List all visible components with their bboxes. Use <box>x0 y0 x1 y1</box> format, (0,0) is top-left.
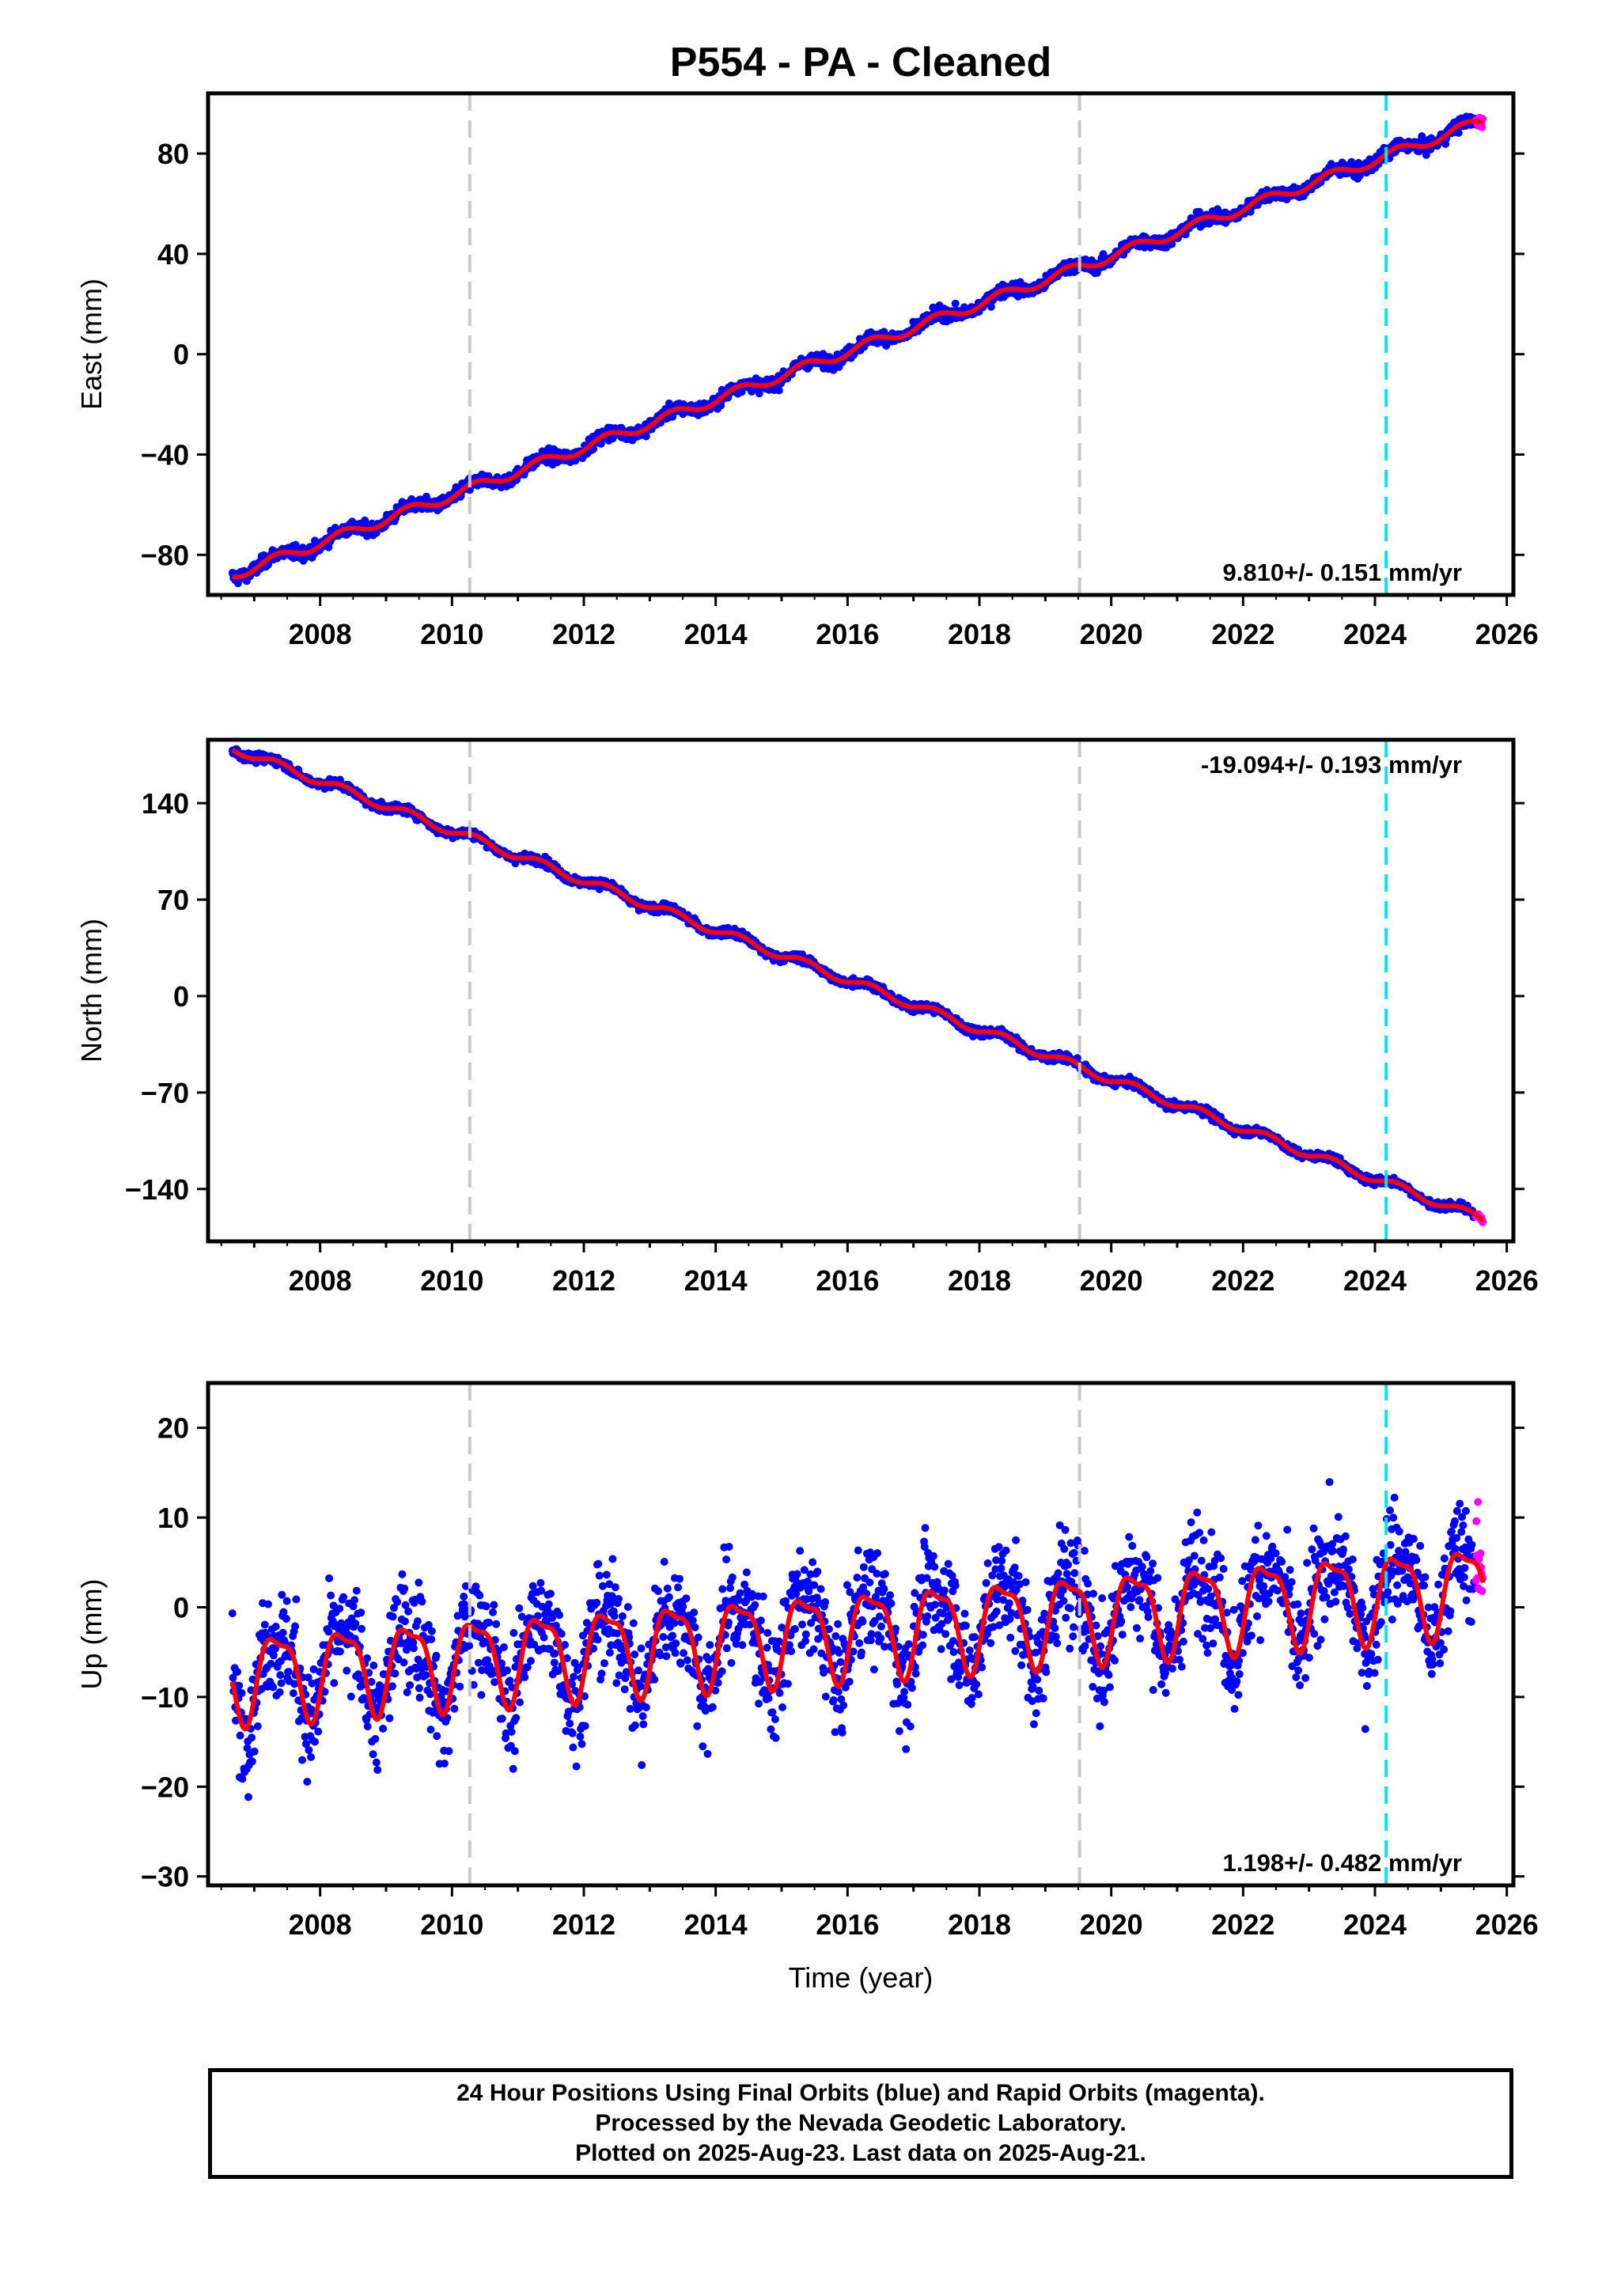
x-tick-label-up: 2010 <box>420 1908 483 1941</box>
plot-panels: 2008 2010 2012 2014 2016 2018 2020 2022 2024 2026… <box>75 91 1539 1941</box>
y-axis-label-east: East (mm) <box>75 278 108 410</box>
x-tick-label-north: 2008 <box>289 1264 352 1297</box>
x-tick-label-east: 2010 <box>420 618 483 650</box>
x-tick-label-up: 2022 <box>1211 1908 1274 1941</box>
x-tick-label-east: 2024 <box>1343 618 1407 650</box>
velocity-rate-north: -19.094+/- 0.193 mm/yr <box>1201 751 1462 779</box>
y-tick-label-east: −40 <box>141 438 189 471</box>
footer-line-orbits: 24 Hour Positions Using Final Orbits (bl… <box>456 2080 1265 2106</box>
y-tick-label-up: 0 <box>173 1591 189 1623</box>
y-tick-label-up: 20 <box>157 1412 189 1445</box>
x-tick-label-east: 2014 <box>684 618 748 650</box>
x-tick-label-east: 2016 <box>816 618 879 650</box>
y-axis-label-north: North (mm) <box>75 919 108 1063</box>
velocity-rate-east: 9.810+/- 0.151 mm/yr <box>1223 559 1462 586</box>
x-tick-label-east: 2008 <box>289 618 352 650</box>
x-tick-label-up: 2012 <box>552 1908 615 1941</box>
y-tick-label-north: 70 <box>157 884 189 916</box>
panel-east: 2008 2010 2012 2014 2016 2018 2020 2022 2024 2026… <box>75 91 1539 650</box>
x-tick-label-north: 2010 <box>420 1264 483 1297</box>
x-tick-label-up: 2026 <box>1475 1908 1539 1941</box>
footer-line-dates: Plotted on 2025-Aug-23. Last data on 202… <box>575 2140 1146 2166</box>
y-tick-label-up: −30 <box>141 1861 189 1893</box>
frame-east <box>206 91 1516 597</box>
x-tick-label-east: 2022 <box>1211 618 1274 650</box>
x-tick-label-north: 2014 <box>684 1264 748 1297</box>
y-tick-label-up: −10 <box>141 1681 189 1714</box>
y-tick-label-east: 0 <box>173 339 189 371</box>
y-tick-label-up: −20 <box>141 1771 189 1803</box>
processing-info-box: 24 Hour Positions Using Final Orbits (bl… <box>208 2068 1513 2179</box>
x-tick-label-east: 2020 <box>1080 618 1143 650</box>
panel-up: 2008 2010 2012 2014 2016 2018 2020 2022 2024 2026… <box>75 1381 1539 1941</box>
model-fit-line-east <box>232 119 1483 580</box>
chart-title: P554 - PA - Cleaned <box>670 40 1052 85</box>
y-tick-label-north: 0 <box>173 980 189 1013</box>
x-tick-label-north: 2026 <box>1475 1264 1539 1297</box>
x-tick-label-east: 2012 <box>552 618 615 650</box>
x-tick-label-up: 2018 <box>948 1908 1011 1941</box>
y-tick-label-north: 140 <box>142 787 189 820</box>
x-tick-label-north: 2016 <box>816 1264 879 1297</box>
y-tick-label-north: −70 <box>141 1077 189 1109</box>
x-tick-label-north: 2024 <box>1343 1264 1407 1297</box>
x-tick-label-north: 2022 <box>1211 1264 1274 1297</box>
x-tick-label-east: 2018 <box>948 618 1011 650</box>
y-tick-label-east: 40 <box>157 238 189 271</box>
x-tick-label-up: 2024 <box>1343 1908 1407 1941</box>
points-east <box>228 112 1487 588</box>
x-tick-label-up: 2008 <box>289 1908 352 1941</box>
footer-line-processed: Processed by the Nevada Geodetic Laborat… <box>595 2110 1127 2136</box>
model-fit-line-up <box>229 1552 1486 1732</box>
y-tick-label-east: 80 <box>157 138 189 170</box>
frame-north <box>206 737 1516 1244</box>
panel-north: 2008 2010 2012 2014 2016 2018 2020 2022 2024 2026… <box>75 737 1539 1297</box>
model-fit-line-north <box>231 748 1485 1222</box>
x-tick-label-north: 2012 <box>552 1264 615 1297</box>
x-tick-label-north: 2020 <box>1080 1264 1143 1297</box>
x-tick-label-up: 2016 <box>816 1908 879 1941</box>
x-axis-label: Time (year) <box>789 1961 934 1994</box>
x-tick-label-north: 2018 <box>948 1264 1011 1297</box>
y-tick-label-east: −80 <box>141 539 189 571</box>
x-tick-label-east: 2026 <box>1475 618 1539 650</box>
velocity-rate-up: 1.198+/- 0.482 mm/yr <box>1223 1849 1462 1877</box>
frame-up <box>206 1381 1516 1888</box>
x-tick-label-up: 2014 <box>684 1908 748 1941</box>
y-axis-label-up: Up (mm) <box>75 1579 108 1690</box>
y-tick-label-north: −140 <box>125 1173 189 1206</box>
y-tick-label-up: 10 <box>157 1502 189 1534</box>
x-tick-label-up: 2020 <box>1080 1908 1143 1941</box>
